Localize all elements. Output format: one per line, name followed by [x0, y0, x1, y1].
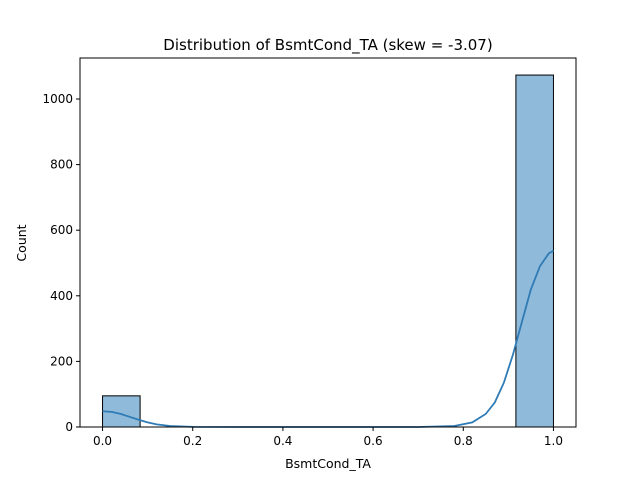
histogram-bar-1: [515, 74, 554, 428]
kde-curve: [102, 250, 554, 428]
y-tick-label: 200: [50, 354, 73, 368]
x-tick-label: 0.8: [454, 434, 473, 448]
x-axis-label: BsmtCond_TA: [285, 456, 371, 471]
bars-group: [102, 74, 554, 428]
y-tick-label: 600: [50, 223, 73, 237]
x-tick-label: 0.2: [183, 434, 202, 448]
y-tick-label: 1000: [42, 92, 73, 106]
x-tick-label: 0.0: [93, 434, 112, 448]
plot-frame: [79, 57, 577, 428]
y-tick-label: 400: [50, 289, 73, 303]
x-tick-label: 0.4: [273, 434, 292, 448]
y-axis-ticks: 0 200 400 600 800 1000: [42, 92, 80, 434]
y-tick-label: 800: [50, 158, 73, 172]
y-tick-label: 0: [65, 420, 73, 434]
chart-title: Distribution of BsmtCond_TA (skew = -3.0…: [163, 36, 492, 55]
x-tick-label: 0.6: [364, 434, 383, 448]
x-axis-ticks: 0.0 0.2 0.4 0.6 0.8 1.0: [93, 427, 563, 448]
y-axis-label: Count: [14, 224, 29, 261]
x-tick-label: 1.0: [544, 434, 563, 448]
